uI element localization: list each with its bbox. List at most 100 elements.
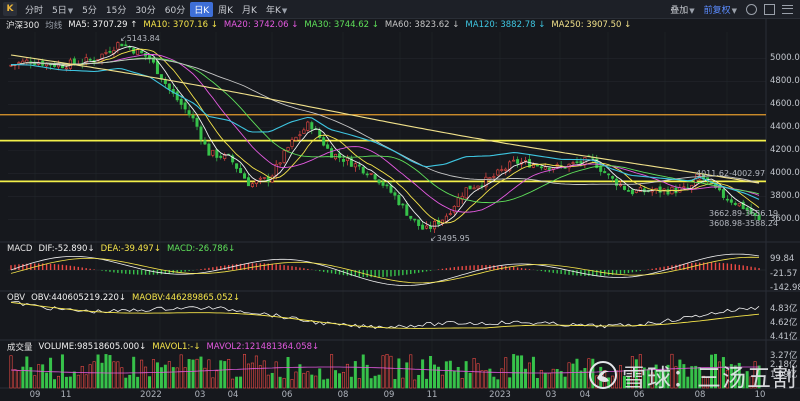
price-tick-label: 4400.00: [770, 122, 800, 133]
candle-body: [254, 180, 258, 185]
chevron-down-icon: ▼: [67, 6, 74, 15]
price-tick-label: 4800.00: [770, 76, 800, 87]
tab-period-9[interactable]: 年K▼: [265, 5, 288, 16]
low-annotation: ↙3495.95: [430, 234, 470, 243]
volume-bar: [9, 355, 13, 389]
candle-body: [626, 190, 630, 192]
volume-bar: [654, 364, 658, 389]
candle-body: [282, 150, 286, 163]
time-tick-label: 11: [60, 390, 72, 400]
candle-body: [302, 129, 306, 134]
volume-bar: [72, 371, 76, 389]
candle-body: [504, 168, 508, 171]
tab-period-3[interactable]: 15分: [105, 5, 127, 16]
fullscreen-icon[interactable]: [764, 3, 775, 15]
volume-bar: [460, 378, 464, 389]
sub-axis-tick: 4.83亿: [770, 304, 798, 314]
tab-period-2[interactable]: 5分: [82, 5, 97, 16]
adjust-dropdown[interactable]: 前复权▼: [703, 5, 737, 16]
candle-body: [377, 179, 381, 184]
candle-body: [682, 186, 686, 189]
high-annotation: ↙5143.84: [120, 34, 160, 43]
candle-body: [583, 157, 587, 166]
volume-bar: [535, 377, 539, 389]
volume-bar: [622, 376, 626, 389]
volume-bar: [702, 375, 706, 389]
volume-bar: [199, 356, 203, 389]
volume-bar: [203, 367, 207, 389]
zone-high-annotation: 4011.62-4002.97: [696, 169, 766, 178]
moving-average-lines: [10, 45, 760, 227]
tab-period-4[interactable]: 30分: [135, 5, 156, 16]
volume-bar: [41, 364, 45, 389]
candle-body: [326, 144, 330, 149]
candle-body: [262, 177, 266, 179]
price-tick-label: 4000.00: [770, 168, 800, 179]
toolbar-right: 叠加▼ 前复权▼: [670, 0, 800, 18]
volume-bar: [207, 359, 211, 389]
chart-icon[interactable]: K: [3, 2, 17, 16]
settings-icon[interactable]: [746, 3, 757, 15]
period-toolbar: K 分时 5日▼ 5分 15分 30分 60分 日K 周K 月K 年K▼ 叠加▼ 前复权▼: [0, 0, 800, 19]
candle-body: [658, 186, 662, 193]
mavol-line: [10, 366, 759, 374]
volume-bar: [60, 354, 64, 389]
volume-bar: [349, 376, 353, 389]
candle-body: [258, 177, 262, 180]
volume-bar: [124, 377, 128, 389]
volume-bar: [88, 364, 92, 389]
volume-bar: [128, 374, 132, 389]
candle-body: [630, 189, 634, 195]
volume-bar: [338, 373, 342, 389]
candle-body: [56, 63, 60, 68]
candle-body: [195, 117, 199, 127]
ma-legend-item: MA10: 3707.16 ↓: [143, 20, 218, 30]
tab-period-5[interactable]: 60分: [164, 5, 186, 16]
tab-period-1[interactable]: 5日▼: [52, 5, 74, 16]
volume-bar: [646, 368, 650, 389]
obv-legend-item: OBV: [7, 292, 26, 303]
volume-bar: [432, 364, 436, 389]
volume-bar: [710, 354, 714, 389]
menu-icon[interactable]: [782, 4, 793, 14]
volume-bar: [476, 363, 480, 389]
volume-bar: [187, 359, 191, 389]
ma-legend-item: MA120: 3882.78 ↓: [465, 20, 546, 30]
volume-bar: [68, 376, 72, 389]
candle-body: [607, 173, 611, 176]
time-tick-label: 09: [29, 390, 41, 400]
volume-bar: [682, 364, 686, 389]
sub-axis-tick: -21.57: [770, 269, 798, 279]
candle-body: [417, 219, 421, 226]
tab-period-6[interactable]: 日K: [190, 1, 214, 17]
tab-period-7[interactable]: 周K: [218, 5, 234, 16]
tab-period-8[interactable]: 月K: [242, 5, 257, 16]
volume-bar: [25, 356, 29, 389]
candle-body: [615, 178, 619, 186]
index-name[interactable]: 沪深300: [6, 21, 40, 31]
volume-bar: [254, 355, 258, 389]
volume-bar: [56, 375, 60, 389]
volume-bar: [607, 377, 611, 389]
overlay-dropdown[interactable]: 叠加▼: [670, 5, 695, 16]
volume-bar: [270, 372, 274, 389]
volume-bar: [393, 379, 397, 389]
volume-bar: [753, 361, 757, 389]
avg-line-toggle[interactable]: 均线: [45, 21, 63, 31]
candle-body: [207, 143, 211, 156]
candle-body: [203, 140, 207, 145]
volume-bar: [508, 377, 512, 389]
sub-axis-tick: 3.27亿: [770, 351, 798, 361]
volume-bar: [80, 365, 84, 389]
tab-period-0[interactable]: 分时: [25, 5, 44, 16]
volume-bar: [353, 361, 357, 389]
volume-bar: [721, 357, 725, 389]
volume-bar: [318, 368, 322, 389]
candle-body: [393, 192, 397, 196]
volume-bar: [33, 375, 37, 389]
volume-bar: [13, 369, 17, 389]
dea-line: [10, 256, 760, 284]
candle-body: [341, 158, 345, 162]
candle-body: [401, 203, 405, 206]
